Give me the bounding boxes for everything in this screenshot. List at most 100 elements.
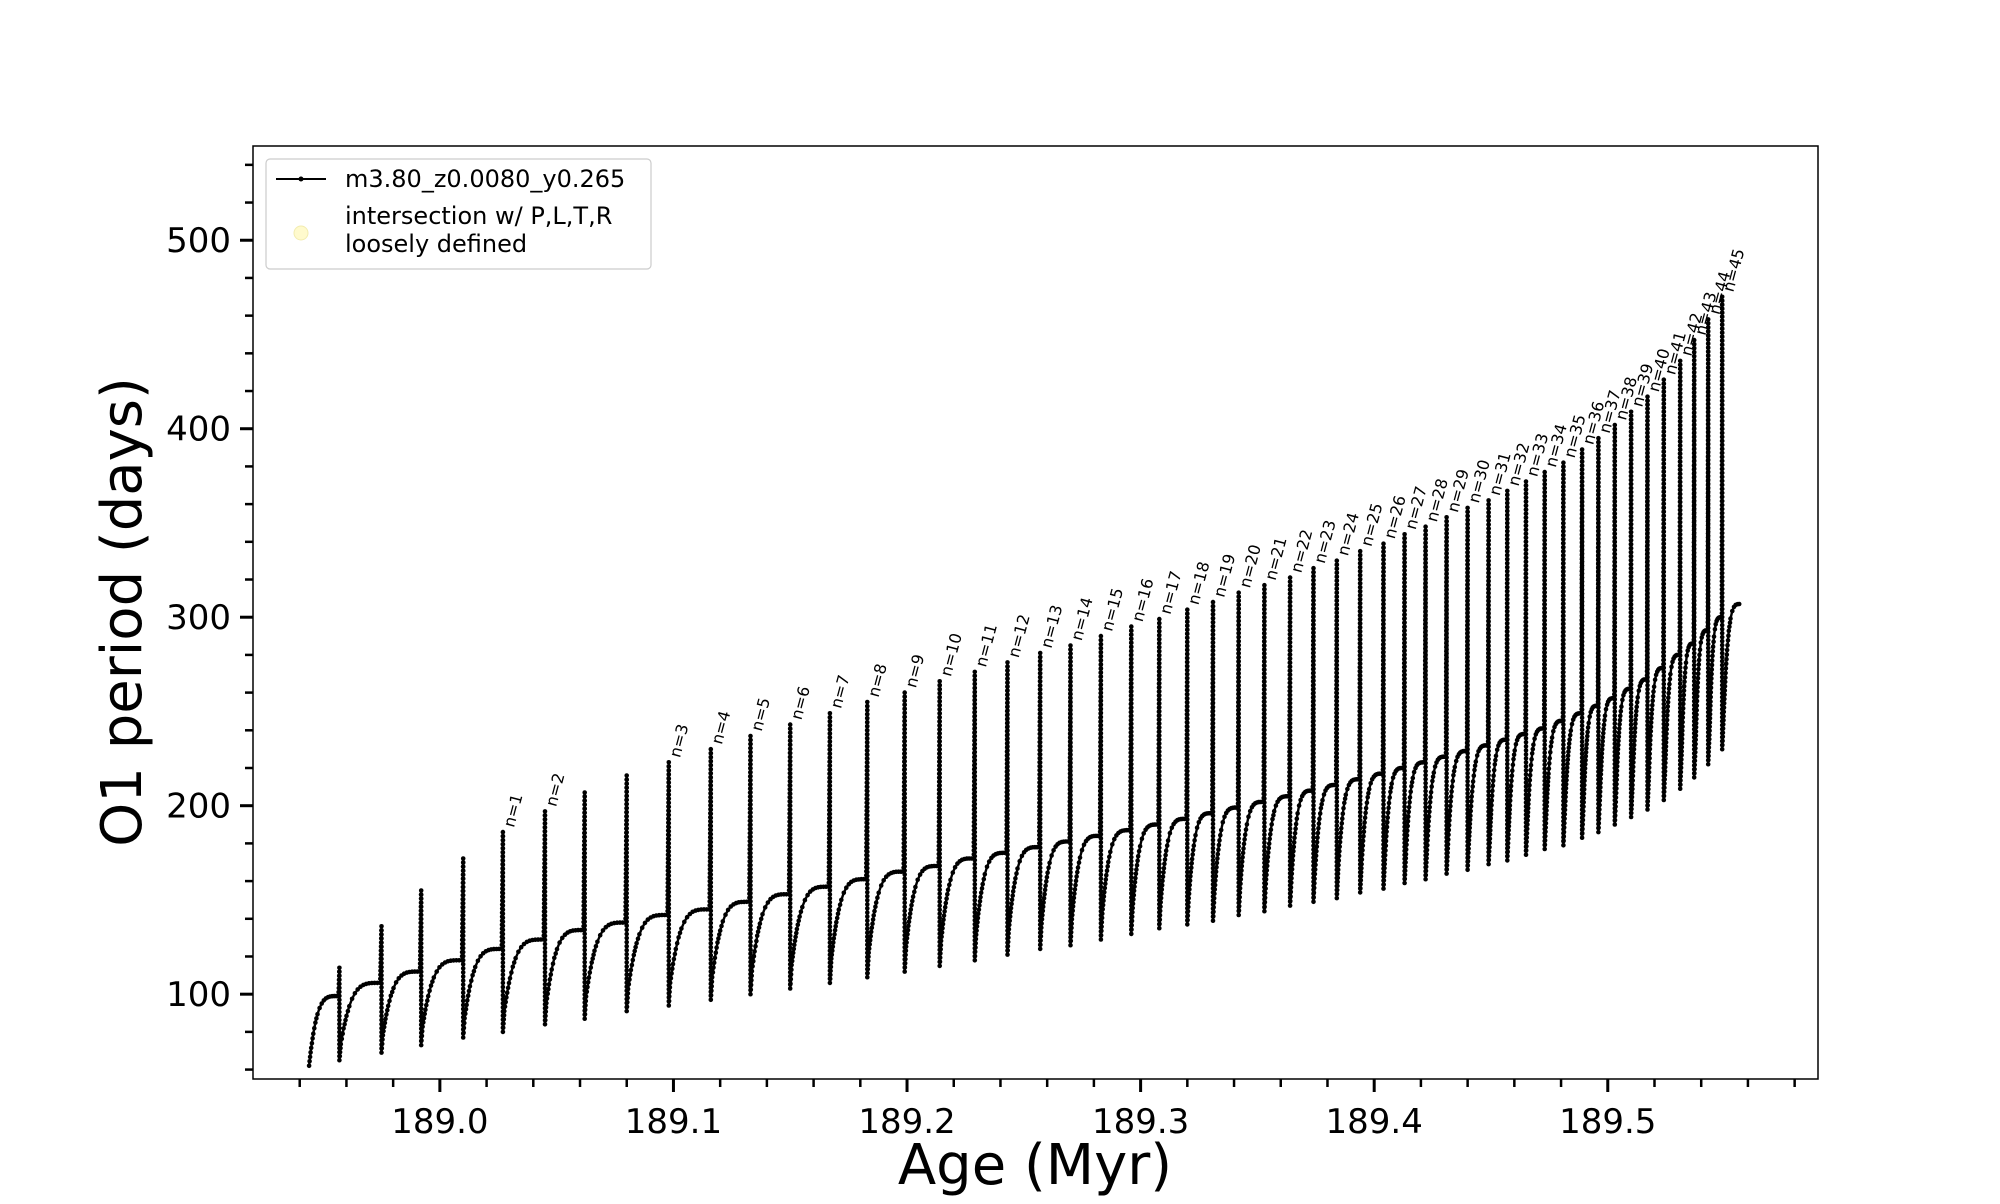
series-point: [937, 811, 942, 816]
series-point: [1098, 739, 1104, 744]
series-point: [865, 796, 870, 802]
series-point: [1445, 842, 1451, 847]
series-point: [902, 799, 907, 805]
series-point: [1157, 689, 1162, 694]
series-point: [748, 915, 753, 920]
series-point: [1423, 780, 1428, 786]
series-point: [317, 1005, 322, 1011]
series-point: [1212, 882, 1218, 888]
series-point: [666, 820, 672, 826]
series-point: [625, 1000, 630, 1005]
series-point: [1334, 626, 1340, 632]
series-point: [1037, 654, 1043, 660]
series-point: [542, 981, 548, 987]
series-point: [902, 811, 907, 817]
series-point: [827, 711, 833, 716]
series-point: [1336, 853, 1342, 859]
series-point: [1185, 764, 1190, 770]
series-point: [424, 1002, 429, 1008]
series-point: [865, 885, 870, 891]
series-point: [1444, 591, 1449, 596]
series-point: [972, 809, 978, 815]
series-point: [902, 912, 907, 918]
series-point: [1402, 808, 1407, 814]
series-point: [708, 916, 714, 922]
series-point: [1262, 723, 1267, 729]
series-point: [1402, 768, 1407, 774]
series-point: [1210, 672, 1216, 677]
series-point: [1334, 703, 1340, 708]
series-point: [1334, 799, 1340, 804]
series-point: [582, 895, 587, 900]
series-point: [500, 899, 506, 904]
series-point: [1402, 752, 1407, 757]
series-point: [1129, 753, 1134, 759]
series-point: [787, 750, 793, 756]
series-point: [865, 914, 870, 919]
series-point: [1157, 693, 1162, 698]
series-point: [865, 829, 870, 834]
series-point: [500, 837, 506, 843]
series-point: [1357, 781, 1363, 787]
series-point: [1185, 736, 1190, 742]
series-point: [1098, 682, 1104, 687]
series-point: [865, 703, 870, 709]
series-point: [510, 964, 516, 970]
series-point: [1423, 616, 1428, 622]
series-point: [1311, 730, 1316, 736]
series-point: [865, 962, 871, 968]
series-point: [1402, 788, 1407, 794]
series-point: [1214, 860, 1220, 866]
series-point: [1381, 621, 1386, 627]
series-point: [1334, 658, 1340, 664]
series-point: [1425, 828, 1431, 834]
series-point: [708, 750, 714, 756]
series-point: [937, 763, 942, 768]
series-point: [876, 890, 881, 896]
series-point: [500, 956, 506, 961]
series-point: [1008, 910, 1013, 915]
series-point: [1103, 881, 1108, 886]
series-point: [1098, 844, 1104, 849]
series-point: [1210, 716, 1216, 722]
series-point: [582, 1016, 587, 1021]
series-point: [976, 911, 981, 917]
series-point: [582, 939, 587, 945]
series-point: [1185, 853, 1190, 859]
series-point: [1366, 790, 1371, 796]
series-point: [723, 912, 728, 917]
series-point: [1290, 862, 1295, 868]
series-point: [465, 993, 471, 998]
series-point: [1444, 771, 1449, 776]
series-point: [905, 931, 910, 937]
series-point: [418, 998, 424, 1003]
series-point: [624, 805, 629, 811]
series-point: [1037, 772, 1043, 777]
series-point: [1236, 828, 1241, 833]
series-point: [1381, 774, 1386, 779]
series-point: [1444, 747, 1449, 752]
series-point: [937, 807, 942, 812]
series-point: [1037, 869, 1043, 875]
series-point: [1338, 830, 1344, 836]
series-point: [1263, 877, 1269, 882]
series-point: [717, 928, 723, 933]
series-point: [748, 737, 753, 743]
series-point: [902, 815, 907, 821]
series-point: [1264, 872, 1269, 878]
series-point: [937, 795, 942, 800]
series-point: [865, 841, 870, 846]
series-point: [1236, 787, 1241, 793]
series-point: [760, 912, 765, 917]
series-point: [1451, 768, 1457, 774]
series-point: [624, 891, 629, 896]
series-point: [1402, 552, 1407, 557]
series-point: [1129, 697, 1134, 702]
series-point: [312, 1025, 317, 1031]
series-point: [1236, 739, 1241, 745]
series-point: [478, 954, 483, 959]
series-point: [1157, 805, 1162, 811]
series-point: [1402, 868, 1408, 873]
series-point: [379, 948, 384, 954]
series-point: [1130, 910, 1135, 915]
